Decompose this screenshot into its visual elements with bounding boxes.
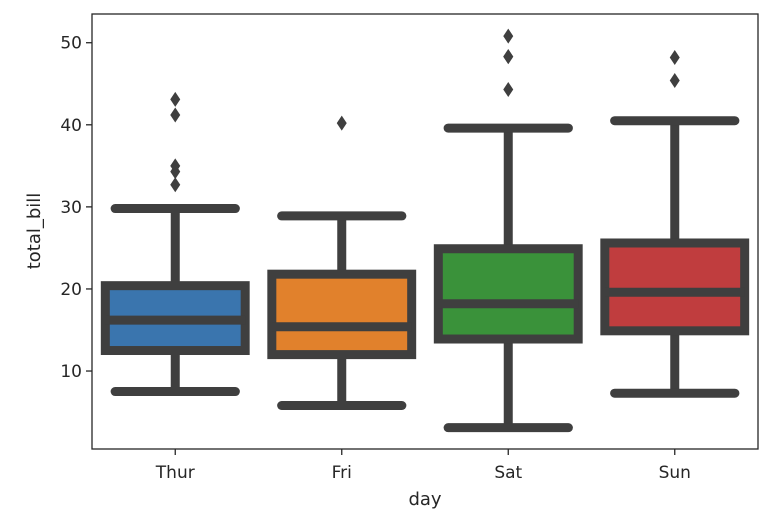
x-tick-label: Thur [155, 463, 195, 483]
iqr-box [433, 244, 583, 344]
outlier-point [503, 49, 514, 65]
outlier-point [170, 91, 181, 107]
iqr-box [600, 238, 750, 336]
y-tick-label: 20 [60, 280, 82, 300]
box-group [100, 28, 750, 433]
box-fri [267, 115, 417, 410]
outlier-point [669, 50, 680, 65]
box-sat [433, 28, 583, 433]
outlier-point [170, 177, 181, 193]
box-thur [100, 91, 250, 397]
y-tick-label: 10 [60, 362, 82, 382]
y-tick-label: 50 [60, 34, 82, 54]
outlier-point [503, 82, 514, 98]
outlier-point [669, 72, 680, 88]
x-axis-label: day [408, 489, 441, 510]
y-axis-label: total_bill [24, 193, 45, 270]
outlier-point [503, 28, 514, 44]
x-tick-label: Sat [494, 463, 522, 483]
x-tick-label: Fri [332, 463, 352, 483]
y-tick-label: 40 [60, 116, 82, 136]
outlier-point [170, 107, 181, 123]
y-tick-label: 30 [60, 198, 82, 218]
x-axis: Thur Fri Sat Sun [155, 449, 691, 483]
y-axis: 10 20 30 40 50 [60, 34, 92, 382]
box-sun [600, 50, 750, 398]
outlier-point [170, 158, 181, 174]
x-tick-label: Sun [659, 463, 691, 483]
iqr-box [267, 269, 417, 360]
plot-frame [91, 13, 759, 450]
outlier-point [336, 115, 347, 131]
